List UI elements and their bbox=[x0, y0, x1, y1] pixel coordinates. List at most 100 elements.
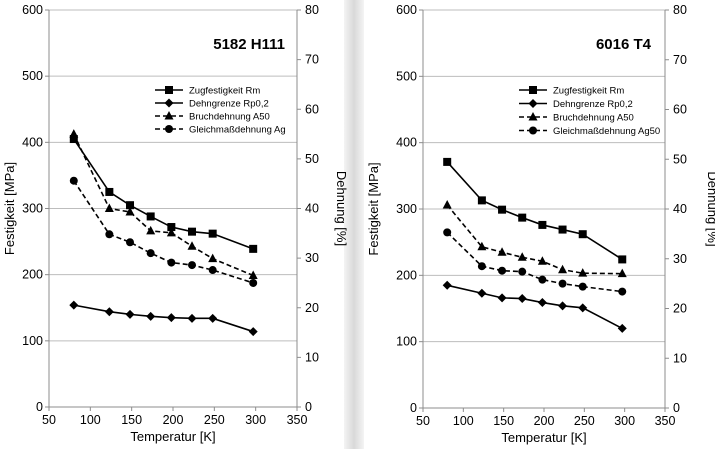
x-tick-label: 300 bbox=[245, 413, 266, 427]
data-point bbox=[125, 309, 135, 319]
series-0 bbox=[69, 135, 258, 253]
series-1 bbox=[69, 300, 258, 337]
data-point bbox=[187, 313, 197, 323]
y-tick-label: 500 bbox=[22, 69, 43, 83]
legend-label: Gleichmaßdehnung Ag bbox=[189, 125, 286, 136]
chart-title: 5182 H111 bbox=[213, 36, 285, 53]
legend-marker bbox=[165, 125, 173, 133]
y2-tick-label: 40 bbox=[673, 202, 687, 216]
x-tick-label: 250 bbox=[204, 413, 225, 427]
series-line bbox=[446, 161, 623, 261]
data-point bbox=[537, 256, 547, 265]
x-tick-label: 50 bbox=[416, 414, 430, 428]
y2-tick-label: 60 bbox=[673, 103, 687, 117]
data-point bbox=[208, 266, 217, 275]
data-point bbox=[517, 294, 527, 304]
y-tick-label: 200 bbox=[396, 268, 417, 282]
chart-6016-t4: 0 100 200 300 400 500 600 0 10 20 30 40 50 60 70 80 50 10… bbox=[366, 3, 715, 445]
data-point bbox=[126, 201, 135, 210]
x-tick-label: 350 bbox=[287, 413, 308, 427]
y2-tick-label: 0 bbox=[673, 401, 680, 415]
data-point bbox=[618, 255, 627, 264]
y2-tick-label: 20 bbox=[673, 302, 687, 316]
data-point bbox=[188, 227, 197, 236]
x-tick-label: 100 bbox=[80, 413, 101, 427]
data-point bbox=[497, 293, 507, 303]
legend-marker bbox=[529, 126, 537, 135]
x-tick-label: 350 bbox=[655, 414, 676, 428]
series-3 bbox=[69, 176, 258, 287]
series-line bbox=[446, 231, 623, 293]
data-point bbox=[443, 157, 452, 166]
data-point bbox=[578, 230, 587, 239]
y2-tick-label: 80 bbox=[673, 3, 687, 17]
data-point bbox=[188, 261, 197, 270]
data-point bbox=[248, 270, 258, 279]
data-point bbox=[167, 223, 176, 232]
legend: Zugfestigkeit Rm Dehngrenze Rp0,2 Bruchdeh… bbox=[519, 86, 660, 137]
y2-tick-label: 50 bbox=[673, 152, 687, 166]
data-point bbox=[146, 225, 156, 235]
legend-marker bbox=[164, 98, 174, 108]
legend-label: Zugfestigkeit Rm bbox=[189, 86, 260, 97]
panel-divider bbox=[344, 0, 364, 449]
y-tick-label: 600 bbox=[396, 3, 417, 17]
data-point bbox=[538, 220, 547, 229]
y2-tick-label: 60 bbox=[305, 102, 319, 116]
y2-tick-label: 80 bbox=[305, 3, 319, 17]
data-point bbox=[538, 275, 547, 284]
series-line bbox=[446, 204, 623, 275]
x-tick-label: 50 bbox=[42, 413, 56, 427]
y-tick-label: 200 bbox=[22, 268, 43, 282]
y-axis-title: Festigkeit [MPa] bbox=[2, 162, 17, 255]
data-point bbox=[208, 313, 218, 323]
chart-5182-h111: 0 100 200 300 400 500 600 0 10 20 30 40 50 60 70 80 50 10… bbox=[2, 3, 349, 444]
data-point bbox=[104, 203, 114, 212]
data-point bbox=[558, 225, 567, 234]
y-tick-label: 100 bbox=[22, 334, 43, 348]
data-point bbox=[443, 228, 452, 237]
y-tick-label: 300 bbox=[396, 202, 417, 216]
x-tick-label: 100 bbox=[453, 414, 474, 428]
data-point bbox=[442, 200, 452, 209]
x-tick-label: 300 bbox=[614, 414, 635, 428]
data-point bbox=[146, 249, 155, 258]
legend-marker bbox=[164, 111, 174, 120]
data-point bbox=[518, 267, 527, 276]
chart-title: 6016 T4 bbox=[596, 36, 652, 53]
data-point bbox=[69, 135, 78, 144]
data-point bbox=[166, 313, 176, 323]
series-2 bbox=[442, 200, 627, 278]
x-tick-label: 150 bbox=[121, 413, 142, 427]
y-tick-label: 500 bbox=[396, 69, 417, 83]
data-point bbox=[208, 253, 218, 263]
y-tick-label: 0 bbox=[36, 400, 43, 414]
y2-tick-label: 70 bbox=[305, 53, 319, 67]
data-point bbox=[518, 213, 527, 222]
legend-label: Gleichmaßdehnung Ag50 bbox=[553, 126, 660, 137]
data-point bbox=[477, 262, 486, 271]
y-tick-label: 300 bbox=[22, 202, 43, 216]
series-line bbox=[73, 304, 254, 333]
x-axis-title: Temperatur [K] bbox=[501, 430, 586, 445]
y2-axis-title: Dehnung [%] bbox=[705, 171, 715, 246]
series-3 bbox=[443, 228, 627, 296]
data-point bbox=[105, 230, 114, 239]
data-point bbox=[167, 258, 176, 267]
data-point bbox=[517, 252, 527, 261]
series-1 bbox=[442, 280, 627, 333]
data-point bbox=[578, 268, 588, 277]
data-point bbox=[104, 307, 114, 317]
data-point bbox=[69, 176, 78, 185]
data-point bbox=[125, 206, 135, 216]
data-point bbox=[126, 238, 135, 247]
data-point bbox=[497, 247, 507, 256]
y-tick-label: 100 bbox=[396, 335, 417, 349]
y2-tick-label: 10 bbox=[673, 351, 687, 365]
data-point bbox=[537, 298, 547, 308]
legend-label: Bruchdehnung A50 bbox=[553, 113, 634, 124]
x-axis-title: Temperatur [K] bbox=[130, 429, 215, 444]
y2-tick-label: 30 bbox=[305, 251, 319, 265]
series-0 bbox=[443, 157, 627, 264]
